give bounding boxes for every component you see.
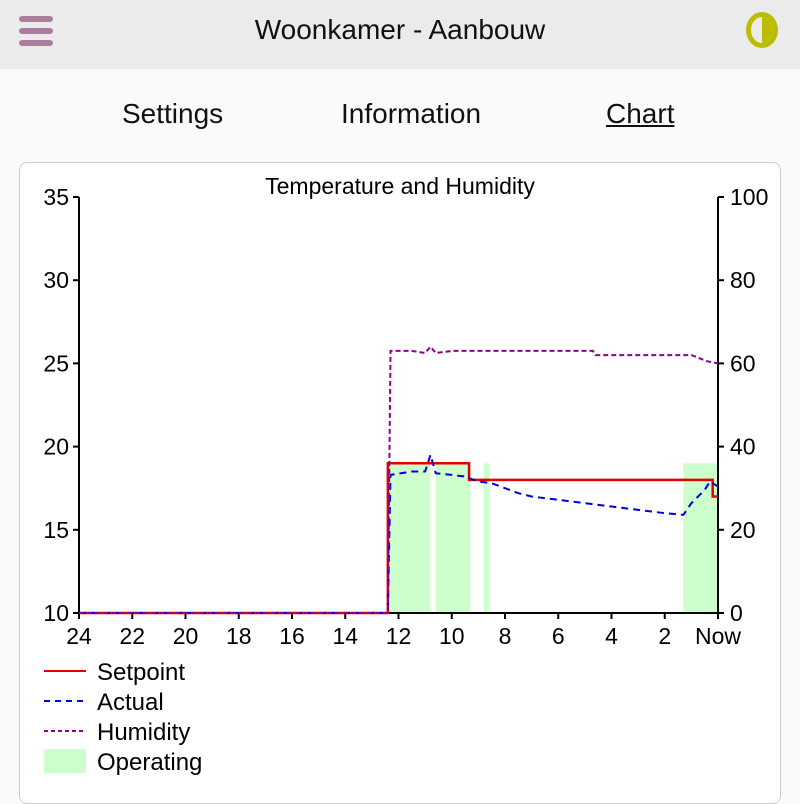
- x-tick-label: 24: [66, 623, 92, 649]
- legend-label-humidity: Humidity: [97, 719, 190, 746]
- y2-tick-label: 100: [730, 184, 768, 210]
- app-header: Woonkamer - Aanbouw: [0, 0, 800, 69]
- legend-label-actual: Actual: [97, 689, 164, 716]
- legend-label-setpoint: Setpoint: [97, 659, 185, 686]
- x-tick-label: 16: [279, 623, 305, 649]
- series-humidity-line: [79, 345, 719, 614]
- x-tick-label: 4: [605, 623, 618, 649]
- operating-area: [435, 463, 471, 613]
- tab-settings[interactable]: Settings: [122, 98, 224, 129]
- y-tick-label: 25: [43, 350, 69, 376]
- temperature-humidity-chart: Temperature and Humidity 10 15 20 25 30 35 0 20 4…: [43, 173, 768, 776]
- y2-tick-label: 20: [730, 517, 756, 543]
- x-tick-label: 20: [173, 623, 199, 649]
- chart-title: Temperature and Humidity: [265, 173, 535, 199]
- y2-tick-label: 40: [730, 434, 756, 460]
- page-title: Woonkamer - Aanbouw: [254, 14, 546, 45]
- y-tick-label: 35: [43, 184, 69, 210]
- y-tick-label: 20: [43, 434, 69, 460]
- x-tick-label: 14: [332, 623, 358, 649]
- x-tick-label: 22: [119, 623, 145, 649]
- y2-tick-label: 60: [730, 350, 756, 376]
- x-tick-label: 12: [386, 623, 412, 649]
- operating-area: [483, 463, 490, 613]
- x-tick-label: 2: [658, 623, 671, 649]
- x-tick-label: Now: [695, 623, 741, 649]
- tab-information[interactable]: Information: [341, 98, 482, 129]
- y2-tick-label: 0: [730, 600, 743, 626]
- legend-swatch-operating: [44, 749, 86, 773]
- y-tick-label: 15: [43, 517, 69, 543]
- y-tick-label: 30: [43, 267, 69, 293]
- y-tick-label: 10: [43, 600, 69, 626]
- series-setpoint-line: [79, 461, 718, 615]
- operating-area: [387, 463, 431, 613]
- x-tick-label: 8: [499, 623, 512, 649]
- series-actual-line: [79, 451, 719, 614]
- hamburger-icon[interactable]: [19, 16, 53, 46]
- x-tick-label: 10: [439, 623, 465, 649]
- legend-label-operating: Operating: [97, 749, 202, 776]
- y2-tick-label: 80: [730, 267, 756, 293]
- tab-chart[interactable]: Chart: [606, 98, 675, 129]
- x-tick-label: 18: [226, 623, 252, 649]
- x-tick-label: 6: [552, 623, 565, 649]
- contrast-icon[interactable]: [746, 12, 778, 48]
